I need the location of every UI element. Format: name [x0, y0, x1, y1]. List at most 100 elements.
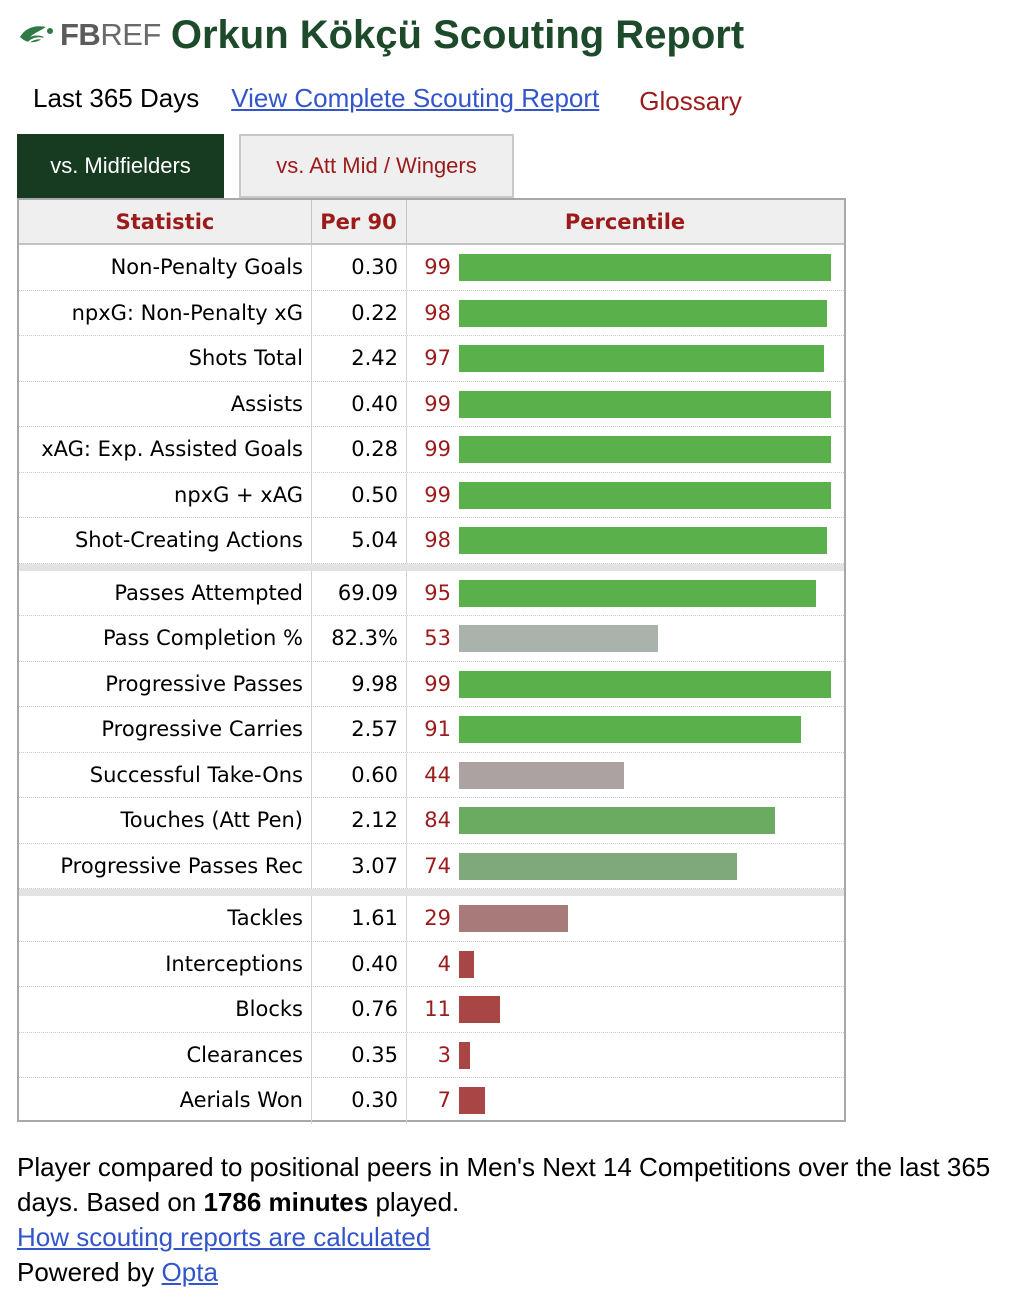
- percentile-value: 99: [424, 671, 451, 696]
- percentile-bar: [459, 625, 658, 652]
- percentile-value: 99: [424, 437, 451, 461]
- column-divider: [311, 616, 312, 661]
- column-divider: [406, 1032, 407, 1077]
- page-header: FB REF Orkun Kökçü Scouting Report: [18, 12, 744, 58]
- column-divider: [311, 752, 312, 797]
- glossary-link[interactable]: Glossary: [639, 85, 742, 116]
- stat-name: Interceptions: [165, 951, 303, 976]
- tab-vs-att-mid-wingers[interactable]: vs. Att Mid / Wingers: [239, 134, 514, 198]
- header-statistic: Statistic: [115, 210, 215, 234]
- table-row: Shot-Creating Actions 5.04 98: [19, 518, 844, 564]
- column-divider: [406, 941, 407, 986]
- percentile-bar: [459, 807, 775, 834]
- percentile-bar: [459, 716, 801, 743]
- column-divider: [406, 896, 407, 941]
- column-divider: [311, 941, 312, 986]
- percentile-bar: [459, 436, 831, 463]
- table-row: Progressive Passes 9.98 99: [19, 661, 844, 707]
- report-footer: Player compared to positional peers in M…: [17, 1150, 1007, 1290]
- column-divider: [311, 843, 312, 888]
- table-row: Progressive Passes Rec 3.07 74: [19, 843, 844, 889]
- powered-by-label: Powered by: [17, 1257, 162, 1287]
- header-divider: [311, 200, 312, 245]
- percentile-value: 3: [437, 1042, 451, 1067]
- column-divider: [406, 518, 407, 563]
- percentile-value: 53: [424, 626, 451, 650]
- percentile-value: 98: [424, 300, 451, 325]
- table-row: xAG: Exp. Assisted Goals 0.28 99: [19, 427, 844, 473]
- column-divider: [406, 843, 407, 888]
- percentile-value: 7: [437, 1088, 451, 1112]
- column-divider: [406, 798, 407, 843]
- per90-value: 82.3%: [331, 626, 398, 650]
- stat-name: Shots Total: [188, 346, 303, 370]
- header-divider: [406, 200, 407, 245]
- percentile-value: 4: [437, 951, 451, 976]
- percentile-value: 11: [424, 997, 451, 1021]
- stat-name: Progressive Passes: [105, 671, 303, 696]
- stat-name: npxG + xAG: [174, 482, 303, 507]
- fbref-logo[interactable]: FB REF: [18, 17, 161, 53]
- scouting-report-table: Statistic Per 90 Percentile Non-Penalty …: [17, 198, 846, 1124]
- percentile-value: 99: [424, 482, 451, 507]
- percentile-value: 97: [424, 346, 451, 370]
- how-calculated-link[interactable]: How scouting reports are calculated: [17, 1222, 431, 1252]
- table-row: Passes Attempted 69.09 95: [19, 570, 844, 616]
- column-divider: [311, 472, 312, 517]
- percentile-bar: [459, 481, 831, 509]
- percentile-bar: [459, 345, 824, 372]
- logo-ref-text: REF: [100, 17, 161, 52]
- stat-name: Successful Take-Ons: [89, 762, 303, 787]
- percentile-value: 29: [424, 906, 451, 930]
- column-divider: [311, 245, 312, 290]
- percentile-value: 44: [424, 762, 451, 787]
- table-body: Non-Penalty Goals 0.30 99 npxG: Non-Penalty…: [19, 245, 844, 1124]
- per90-value: 0.40: [351, 391, 398, 416]
- column-divider: [406, 472, 407, 517]
- tab-vs-midfielders[interactable]: vs. Midfielders: [17, 134, 224, 198]
- table-row: Non-Penalty Goals 0.30 99: [19, 245, 844, 291]
- opta-link[interactable]: Opta: [161, 1257, 218, 1287]
- column-divider: [311, 1032, 312, 1077]
- per90-value: 0.76: [351, 997, 398, 1021]
- per90-value: 0.28: [351, 437, 398, 461]
- header-percentile: Percentile: [564, 210, 686, 234]
- column-divider: [406, 987, 407, 1032]
- per90-value: 0.35: [351, 1042, 398, 1067]
- column-divider: [406, 752, 407, 797]
- percentile-value: 84: [424, 808, 451, 832]
- page-title: Orkun Kökçü Scouting Report: [170, 12, 745, 57]
- column-divider: [311, 336, 312, 381]
- column-divider: [406, 1078, 407, 1124]
- percentile-bar: [459, 996, 500, 1023]
- column-divider: [311, 518, 312, 563]
- report-links-row: Last 365 Days View Complete Scouting Rep…: [33, 80, 742, 116]
- percentile-value: 99: [424, 391, 451, 416]
- per90-value: 0.30: [351, 1088, 398, 1112]
- table-row: Progressive Carries 2.57 91: [19, 707, 844, 753]
- per90-value: 0.50: [351, 482, 398, 507]
- note-text: Player compared to positional peers in M…: [17, 1152, 991, 1217]
- column-divider: [406, 245, 407, 290]
- percentile-bar: [459, 299, 827, 327]
- percentile-bar: [459, 852, 737, 880]
- column-divider: [406, 427, 407, 472]
- stat-name: xAG: Exp. Assisted Goals: [41, 437, 303, 461]
- table-row: Assists 0.40 99: [19, 381, 844, 427]
- section-separator: [19, 563, 844, 571]
- stat-name: Non-Penalty Goals: [110, 255, 303, 279]
- percentile-bar: [459, 254, 831, 281]
- per90-value: 0.22: [351, 300, 398, 325]
- percentile-value: 95: [424, 580, 451, 605]
- percentile-bar: [459, 905, 568, 932]
- column-divider: [311, 896, 312, 941]
- section-separator: [19, 889, 844, 896]
- stat-name: Touches (Att Pen): [120, 808, 303, 832]
- stat-name: Shot-Creating Actions: [74, 528, 303, 552]
- table-row: npxG: Non-Penalty xG 0.22 98: [19, 290, 844, 336]
- column-divider: [311, 381, 312, 426]
- column-divider: [311, 987, 312, 1032]
- view-complete-report-link[interactable]: View Complete Scouting Report: [231, 82, 600, 113]
- comparison-note: Player compared to positional peers in M…: [17, 1150, 1007, 1220]
- table-header-row: Statistic Per 90 Percentile: [19, 200, 844, 245]
